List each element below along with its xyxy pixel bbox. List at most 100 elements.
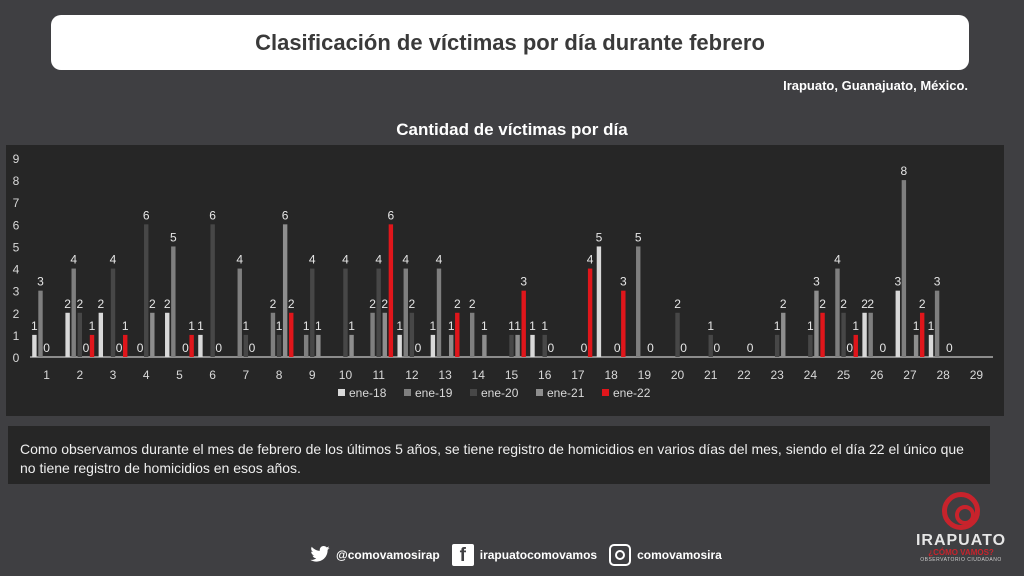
data-label: 0: [415, 341, 422, 355]
data-label: 2: [861, 297, 868, 311]
x-tick-label: 15: [505, 368, 519, 382]
bar-ene-20: [110, 268, 116, 357]
legend-label-ene-22: ene-22: [613, 386, 651, 400]
data-label: 0: [647, 341, 654, 355]
x-tick-label: 2: [76, 368, 83, 382]
data-label: 1: [303, 319, 310, 333]
data-label: 1: [89, 319, 96, 333]
bar-ene-19: [934, 290, 940, 357]
bar-ene-19: [469, 312, 475, 357]
legend-swatch-ene-19: [404, 389, 411, 396]
legend-label-ene-18: ene-18: [349, 386, 387, 400]
data-label: 0: [880, 341, 887, 355]
data-label: 0: [116, 341, 123, 355]
x-tick-label: 22: [737, 368, 751, 382]
title-banner: Clasificación de víctimas por día durant…: [51, 15, 969, 70]
bar-ene-18: [65, 312, 70, 357]
twitter-link[interactable]: @comovamosirap: [310, 545, 440, 565]
data-label: 1: [276, 319, 283, 333]
data-label: 3: [520, 275, 527, 289]
data-label: 2: [469, 297, 476, 311]
bar-ene-20: [243, 334, 249, 357]
data-label: 5: [170, 230, 177, 244]
data-label: 2: [97, 297, 104, 311]
legend-label-ene-19: ene-19: [415, 386, 453, 400]
bar-ene-18: [928, 334, 934, 357]
bar-ene-22: [587, 268, 593, 357]
bar-ene-20: [210, 224, 215, 357]
data-label: 2: [270, 297, 277, 311]
data-label: 1: [913, 319, 920, 333]
bar-ene-20: [675, 312, 680, 357]
bar-chart: 0123456789113022420132401406252501616074…: [13, 152, 993, 400]
x-tick-label: 13: [438, 368, 452, 382]
bar-ene-19: [171, 246, 176, 357]
bar-ene-19: [436, 268, 442, 357]
data-label: 4: [375, 253, 382, 267]
data-label: 4: [342, 253, 349, 267]
data-label: 5: [635, 230, 642, 244]
x-tick-label: 18: [604, 368, 618, 382]
data-label: 0: [747, 341, 754, 355]
data-label: 4: [236, 253, 243, 267]
x-tick-label: 28: [937, 368, 951, 382]
data-label: 2: [780, 297, 787, 311]
legend-swatch-ene-22: [602, 389, 609, 396]
data-label: 1: [448, 319, 455, 333]
data-label: 3: [37, 275, 44, 289]
bar-ene-18: [198, 334, 203, 357]
data-label: 0: [215, 341, 222, 355]
data-label: 1: [529, 319, 536, 333]
data-label: 2: [840, 297, 847, 311]
instagram-camera-icon: [609, 544, 632, 566]
logo-line3: OBSERVATORIO CIUDADANO: [920, 557, 1002, 563]
bar-ene-19: [270, 312, 276, 357]
x-tick-label: 12: [405, 368, 419, 382]
x-tick-label: 29: [970, 368, 984, 382]
data-label: 2: [381, 297, 388, 311]
bar-ene-20: [409, 312, 415, 357]
data-label: 3: [894, 275, 901, 289]
data-label: 6: [209, 208, 216, 222]
data-label: 8: [901, 164, 908, 178]
location-label: Irapuato, Guanajuato, México.: [783, 78, 968, 93]
bar-ene-20: [276, 334, 282, 357]
bar-ene-22: [621, 290, 626, 357]
data-label: 0: [713, 341, 720, 355]
bar-ene-19: [636, 246, 641, 357]
bar-ene-20: [509, 334, 514, 357]
y-tick-label: 2: [13, 307, 20, 321]
y-tick-label: 7: [13, 196, 20, 210]
instagram-link[interactable]: comovamosira: [609, 544, 722, 566]
data-label: 2: [867, 297, 874, 311]
x-tick-label: 26: [870, 368, 884, 382]
data-label: 2: [454, 297, 461, 311]
bar-ene-22: [919, 312, 925, 357]
bar-ene-20: [708, 334, 713, 357]
y-tick-label: 6: [13, 218, 20, 232]
data-label: 4: [309, 253, 316, 267]
bar-ene-18: [32, 334, 37, 357]
data-label: 2: [149, 297, 156, 311]
data-label: 1: [541, 319, 548, 333]
data-label: 6: [282, 208, 289, 222]
data-label: 2: [369, 297, 376, 311]
page-title: Clasificación de víctimas por día durant…: [255, 29, 765, 55]
bar-ene-20: [310, 268, 315, 357]
bar-ene-19: [835, 268, 840, 357]
bar-ene-22: [521, 290, 526, 357]
x-tick-label: 10: [339, 368, 353, 382]
bar-ene-21: [913, 334, 919, 357]
bar-ene-21: [382, 312, 387, 357]
irapuato-como-vamos-logo: IRAPUATO ¿CÓMO VAMOS? OBSERVATORIO CIUDA…: [906, 492, 1016, 572]
x-tick-label: 9: [309, 368, 316, 382]
bar-ene-20: [542, 334, 547, 357]
data-label: 1: [197, 319, 204, 333]
facebook-link[interactable]: f irapuatocomovamos: [451, 544, 597, 566]
data-label: 1: [348, 319, 355, 333]
data-label: 1: [396, 319, 403, 333]
note-box: Como observamos durante el mes de febrer…: [8, 426, 990, 484]
data-label: 1: [508, 319, 515, 333]
bar-ene-22: [820, 312, 825, 357]
bar-ene-20: [343, 268, 348, 357]
